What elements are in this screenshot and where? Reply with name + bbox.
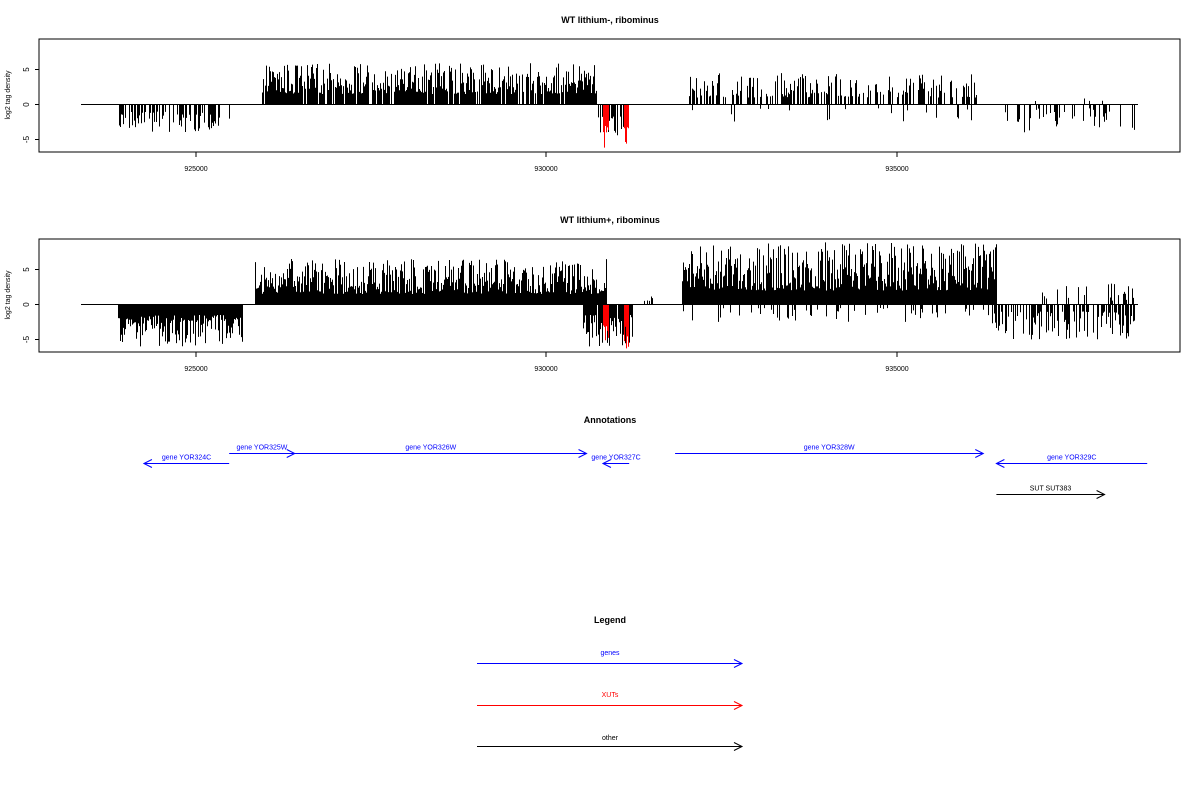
annotations-title: Annotations bbox=[584, 415, 637, 425]
legend-label: XUTs bbox=[602, 692, 619, 699]
annotation-label: gene YOR324C bbox=[162, 455, 211, 462]
track-panel-lithium-minus: WT lithium-, ribominus log2 tag density … bbox=[5, 15, 1181, 173]
annotation-label: gene YOR325W bbox=[237, 445, 288, 452]
annotation-feature: gene YOR326W bbox=[275, 445, 588, 458]
legend-title: Legend bbox=[594, 615, 626, 625]
y-axis-label: log2 tag density bbox=[5, 70, 12, 120]
x-axis: 925000 930000 935000 bbox=[184, 352, 909, 373]
x-tick-label: 930000 bbox=[534, 366, 557, 373]
annotation-arrowhead-icon bbox=[578, 449, 588, 458]
annotation-features: gene YOR325W gene YOR324C gene YOR326W gene… bbox=[142, 445, 1148, 499]
annotation-feature: gene YOR324C bbox=[142, 455, 230, 468]
annotation-arrowhead-icon bbox=[601, 459, 612, 468]
annotation-label: SUT SUT383 bbox=[1030, 486, 1072, 493]
annotation-arrowhead-icon bbox=[975, 449, 985, 458]
legend-arrowhead-icon bbox=[733, 742, 744, 751]
x-tick-label: 935000 bbox=[885, 366, 908, 373]
annotation-arrowhead-icon bbox=[142, 459, 153, 468]
annotation-feature: gene YOR325W bbox=[229, 445, 296, 458]
x-tick-label: 930000 bbox=[534, 166, 557, 173]
track-panel-lithium-plus: WT lithium+, ribominus log2 tag density … bbox=[5, 215, 1181, 373]
legend-arrowhead-icon bbox=[733, 659, 744, 668]
annotation-label: gene YOR329C bbox=[1047, 455, 1096, 462]
y-tick-label: 0 bbox=[22, 102, 31, 107]
annotation-label: gene YOR326W bbox=[405, 445, 456, 452]
annotation-feature: gene YOR327C bbox=[591, 455, 641, 468]
annotation-label: gene YOR328W bbox=[804, 445, 855, 452]
panel-title: WT lithium-, ribominus bbox=[561, 15, 659, 25]
bar-group bbox=[118, 242, 1135, 349]
annotation-feature: SUT SUT383 bbox=[996, 486, 1106, 499]
annotation-arrowhead-icon bbox=[995, 459, 1005, 468]
legend-item-genes: genes bbox=[477, 650, 744, 668]
legend-arrowhead-icon bbox=[733, 701, 744, 710]
y-axis-label: log2 tag density bbox=[5, 270, 12, 320]
x-axis: 925000 930000 935000 bbox=[184, 152, 909, 173]
bar-group bbox=[119, 63, 1135, 148]
legend-item-other: other bbox=[477, 735, 744, 751]
legend-label: other bbox=[602, 735, 619, 742]
annotation-feature: gene YOR329C bbox=[995, 455, 1148, 468]
x-tick-label: 925000 bbox=[184, 166, 207, 173]
y-tick-label: 0 bbox=[22, 302, 31, 307]
legend-item-xuts: XUTs bbox=[477, 692, 744, 710]
y-tick-label: 5 bbox=[22, 267, 31, 272]
x-tick-label: 925000 bbox=[184, 366, 207, 373]
legend-panel: Legend genes XUTs other bbox=[477, 615, 744, 751]
y-axis: -5 0 5 bbox=[22, 67, 40, 143]
y-tick-label: -5 bbox=[22, 335, 31, 343]
y-tick-label: 5 bbox=[22, 67, 31, 72]
plot-frame bbox=[38, 38, 1181, 153]
y-tick-label: -5 bbox=[22, 135, 31, 143]
annotation-feature: gene YOR328W bbox=[675, 445, 985, 458]
legend-label: genes bbox=[600, 650, 620, 657]
annotation-arrowhead-icon bbox=[1096, 490, 1106, 499]
annotation-label: gene YOR327C bbox=[591, 455, 640, 462]
x-tick-label: 935000 bbox=[885, 166, 908, 173]
panel-title: WT lithium+, ribominus bbox=[560, 215, 660, 225]
y-axis: -5 0 5 bbox=[22, 267, 40, 343]
